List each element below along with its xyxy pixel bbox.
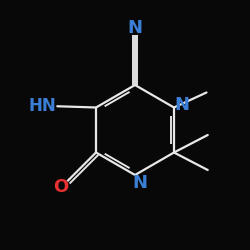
Text: N: N [128,18,142,36]
Text: HN: HN [28,97,56,115]
Text: O: O [54,178,69,196]
Text: N: N [174,96,189,114]
Text: N: N [132,174,148,192]
